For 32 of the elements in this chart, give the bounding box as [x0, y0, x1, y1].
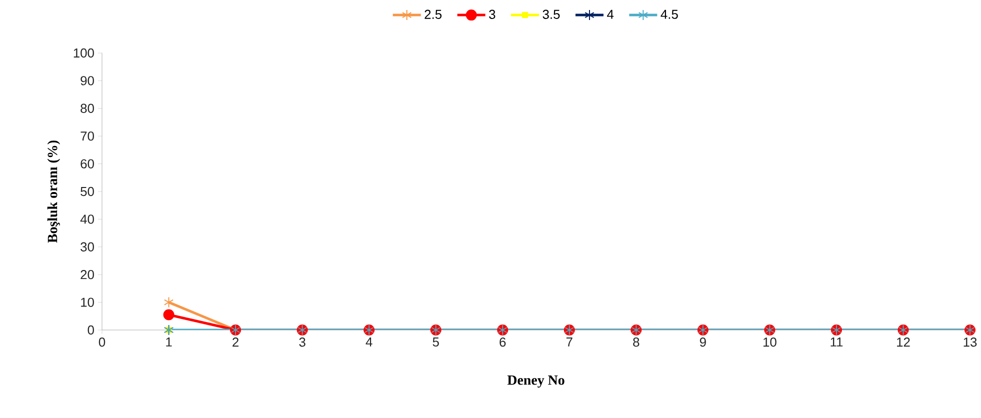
legend-label: 2.5 [424, 10, 442, 19]
x-tick-label: 3 [299, 338, 306, 347]
y-tick-label: 30 [80, 242, 94, 252]
y-tick-label: 70 [80, 132, 94, 141]
x-tick-label: 11 [830, 338, 843, 346]
x-tick-label: 10 [763, 338, 776, 347]
y-tick-label: 90 [80, 76, 94, 86]
x-tick-label: 1 [166, 338, 172, 346]
x-tick-label: 6 [500, 338, 506, 347]
y-tick-label: 80 [80, 104, 94, 113]
x-tick-label: 2 [232, 338, 238, 347]
legend-label: 3.5 [542, 10, 560, 19]
y-tick-label: 0 [88, 325, 94, 335]
x-tick-label: 9 [700, 338, 706, 347]
legend-label: 4 [607, 10, 614, 19]
legend-label: 4.5 [660, 10, 678, 19]
legend-label: 3 [489, 10, 496, 19]
y-axis-title: Boşluk oranı (%) [47, 140, 60, 243]
y-tick-label: 20 [80, 270, 94, 280]
x-tick-label: 0 [98, 338, 106, 347]
x-tick-label: 5 [432, 338, 439, 347]
y-tick-label: 100 [74, 48, 94, 58]
x-tick-label: 7 [566, 338, 572, 346]
y-tick-label: 40 [80, 214, 94, 224]
x-tick-label: 12 [897, 338, 910, 347]
y-tick-label: 10 [81, 298, 94, 307]
x-tick-label: 13 [964, 338, 977, 347]
x-tick-label: 8 [633, 338, 640, 347]
x-tick-label: 4 [366, 338, 372, 346]
y-tick-label: 50 [80, 186, 94, 196]
y-tick-label: 60 [80, 159, 94, 168]
x-axis-title: Deney No [507, 376, 564, 388]
